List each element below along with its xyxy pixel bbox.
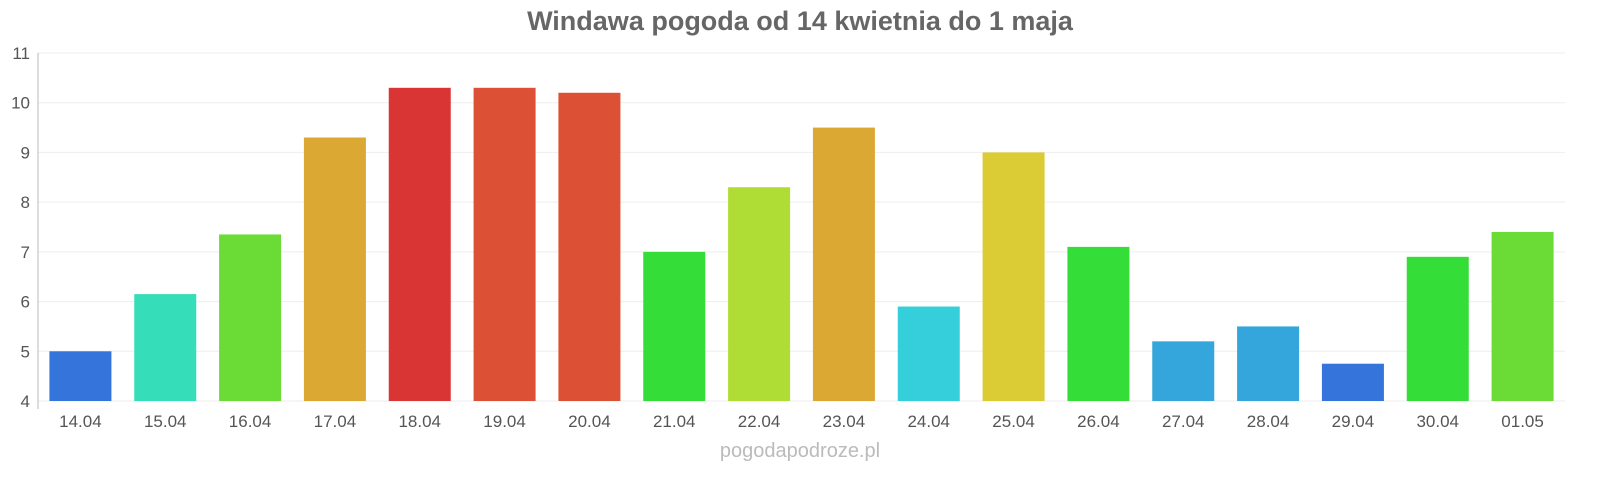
x-tick-label: 17.04 [314,412,357,431]
bar-24.04 [897,306,960,401]
x-tick-label: 26.04 [1077,412,1120,431]
y-tick-label: 7 [21,243,30,262]
bar-14.04 [49,351,112,401]
y-tick-label: 6 [21,293,30,312]
bar-16.04 [219,234,282,401]
bar-25.04 [982,152,1045,401]
bar-30.04 [1406,256,1469,401]
x-tick-label: 22.04 [738,412,781,431]
x-tick-label: 23.04 [823,412,866,431]
bar-22.04 [728,187,791,401]
y-tick-label: 5 [21,342,30,361]
x-tick-label: 21.04 [653,412,696,431]
bar-28.04 [1237,326,1300,401]
bar-18.04 [388,87,451,402]
y-tick-label: 10 [11,94,30,113]
x-tick-label: 24.04 [907,412,950,431]
bar-19.04 [473,87,536,402]
x-tick-label: 15.04 [144,412,187,431]
x-tick-label: 20.04 [568,412,611,431]
bar-27.04 [1152,341,1215,401]
y-tick-label: 8 [21,193,30,212]
bar-26.04 [1067,246,1130,401]
x-tick-label: 19.04 [483,412,526,431]
bar-20.04 [558,92,621,402]
x-tick-label: 29.04 [1332,412,1375,431]
bar-15.04 [134,294,197,401]
x-tick-label: 27.04 [1162,412,1205,431]
x-tick-label: 18.04 [398,412,441,431]
bar-17.04 [303,137,366,401]
y-tick-label: 11 [12,44,30,63]
x-tick-label: 28.04 [1247,412,1290,431]
chart-title: Windawa pogoda od 14 kwietnia do 1 maja [527,6,1073,36]
bar-21.04 [643,251,706,401]
bar-23.04 [812,127,875,402]
x-tick-label: 30.04 [1416,412,1459,431]
x-tick-label: 01.05 [1501,412,1544,431]
footer-watermark[interactable]: pogodapodroze.pl [719,440,881,462]
x-tick-label: 16.04 [229,412,272,431]
bar-01.05 [1491,231,1554,401]
x-tick-label: 25.04 [992,412,1035,431]
bar-29.04 [1321,363,1384,401]
y-tick-label: 9 [21,143,30,162]
y-tick-label: 4 [21,392,30,411]
x-tick-label: 14.04 [59,412,102,431]
